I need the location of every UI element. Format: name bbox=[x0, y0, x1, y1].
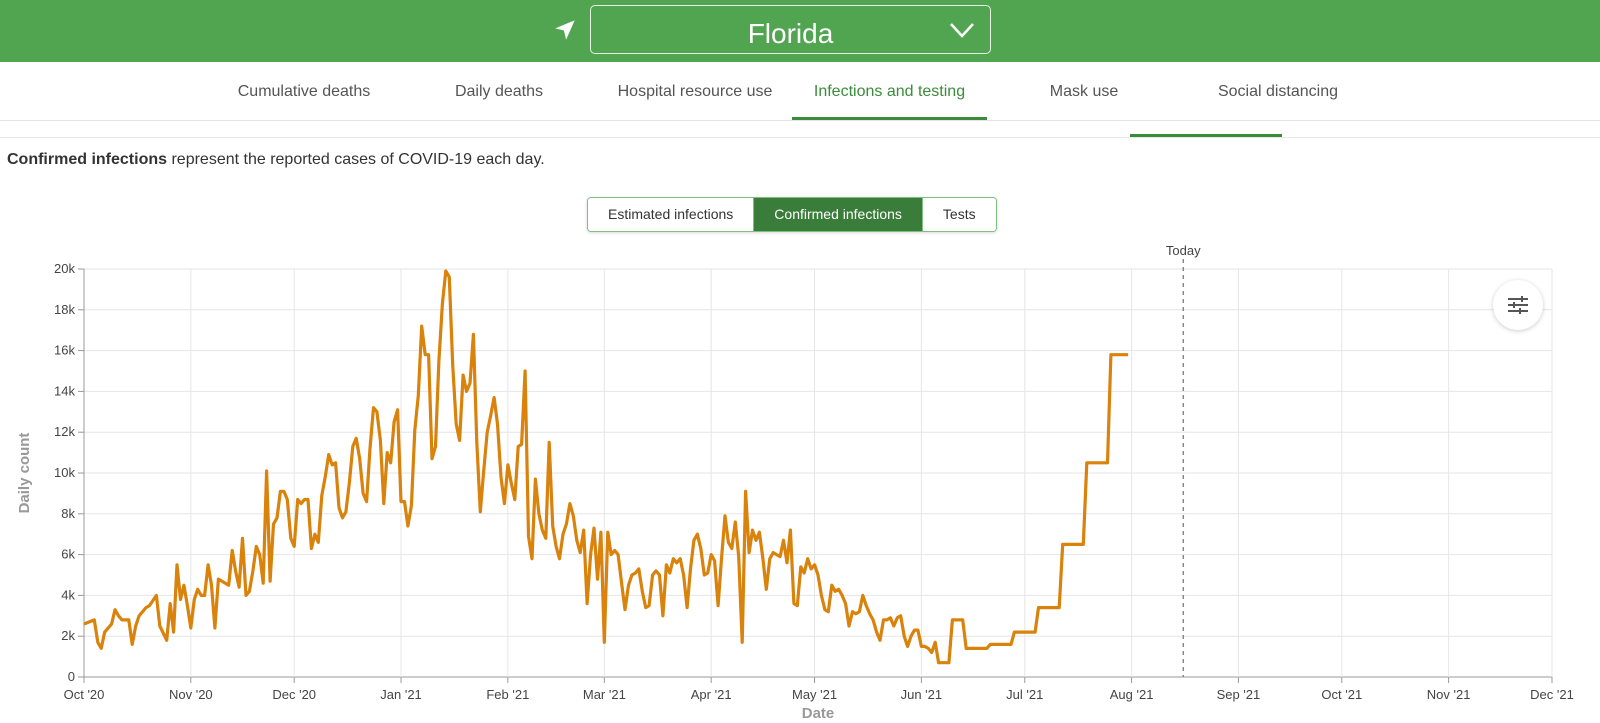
y-tick-label: 6k bbox=[61, 547, 75, 562]
x-tick-label: Dec '20 bbox=[272, 687, 316, 702]
x-tick-label: Jan '21 bbox=[380, 687, 422, 702]
x-axis: Oct '20 Nov '20 Dec '20 Jan '21 Feb '21 Mar '… bbox=[64, 677, 1574, 702]
x-tick-label: Mar '21 bbox=[583, 687, 626, 702]
x-tick-label: Oct '21 bbox=[1321, 687, 1362, 702]
section-underline bbox=[1130, 134, 1282, 137]
tab-social-distancing[interactable]: Social distancing bbox=[1217, 83, 1339, 100]
chevron-down-icon bbox=[950, 23, 974, 38]
y-tick-label: 14k bbox=[54, 383, 75, 398]
divider bbox=[0, 137, 1600, 138]
y-tick-label: 2k bbox=[61, 628, 75, 643]
chart-description: Confirmed infections represent the repor… bbox=[7, 151, 545, 169]
x-tick-label: May '21 bbox=[792, 687, 837, 702]
x-tick-label: Sep '21 bbox=[1217, 687, 1261, 702]
tab-mask-use[interactable]: Mask use bbox=[1049, 83, 1119, 100]
tab-cumulative-deaths[interactable]: Cumulative deaths bbox=[237, 83, 371, 100]
x-tick-label: Apr '21 bbox=[691, 687, 732, 702]
infection-type-toggle: Estimated infections Confirmed infection… bbox=[587, 197, 997, 232]
tab-infections-and-testing[interactable]: Infections and testing bbox=[792, 62, 987, 120]
today-label: Today bbox=[1166, 243, 1201, 258]
x-tick-label: Feb '21 bbox=[486, 687, 529, 702]
location-arrow-icon[interactable] bbox=[552, 17, 578, 43]
x-axis-title: Date bbox=[802, 705, 835, 722]
estimated-infections-button[interactable]: Estimated infections bbox=[588, 198, 754, 231]
x-tick-label: Nov '20 bbox=[169, 687, 213, 702]
metric-tabs: Cumulative deaths Daily deaths Hospital … bbox=[0, 62, 1600, 121]
y-tick-label: 16k bbox=[54, 343, 75, 358]
y-tick-label: 0 bbox=[68, 669, 75, 684]
y-axis-title: Daily count bbox=[16, 433, 33, 514]
description-bold: Confirmed infections bbox=[7, 151, 168, 168]
x-tick-label: Dec '21 bbox=[1530, 687, 1574, 702]
y-axis: 0 2k 4k 6k 8k 10k 12k 14k 16k 18k 20k bbox=[54, 261, 84, 684]
x-tick-label: Oct '20 bbox=[64, 687, 105, 702]
x-tick-label: Jun '21 bbox=[901, 687, 943, 702]
x-tick-label: Jul '21 bbox=[1006, 687, 1043, 702]
tests-button[interactable]: Tests bbox=[922, 198, 996, 231]
chart-settings-button[interactable] bbox=[1493, 280, 1543, 330]
tab-daily-deaths[interactable]: Daily deaths bbox=[454, 83, 544, 100]
tab-hospital-resource-use[interactable]: Hospital resource use bbox=[617, 83, 773, 100]
x-tick-label: Nov '21 bbox=[1427, 687, 1471, 702]
confirmed-infections-button[interactable]: Confirmed infections bbox=[753, 198, 923, 231]
y-tick-label: 18k bbox=[54, 302, 75, 317]
state-name: Florida bbox=[747, 18, 834, 49]
y-tick-label: 10k bbox=[54, 465, 75, 480]
daily-count-chart: 0 2k 4k 6k 8k 10k 12k 14k 16k 18k 20k Oct '20 Nov '… bbox=[16, 243, 1574, 722]
top-bar: Florida bbox=[0, 0, 1600, 62]
state-dropdown[interactable]: Florida bbox=[590, 5, 991, 54]
y-tick-label: 4k bbox=[61, 587, 75, 602]
sliders-icon bbox=[1508, 296, 1528, 314]
grid bbox=[83, 268, 1553, 678]
description-text: represent the reported cases of COVID-19… bbox=[167, 151, 545, 168]
x-tick-label: Aug '21 bbox=[1110, 687, 1154, 702]
y-tick-label: 20k bbox=[54, 261, 75, 276]
y-tick-label: 8k bbox=[61, 506, 75, 521]
confirmed-infections-line bbox=[83, 269, 1129, 665]
y-tick-label: 12k bbox=[54, 424, 75, 439]
